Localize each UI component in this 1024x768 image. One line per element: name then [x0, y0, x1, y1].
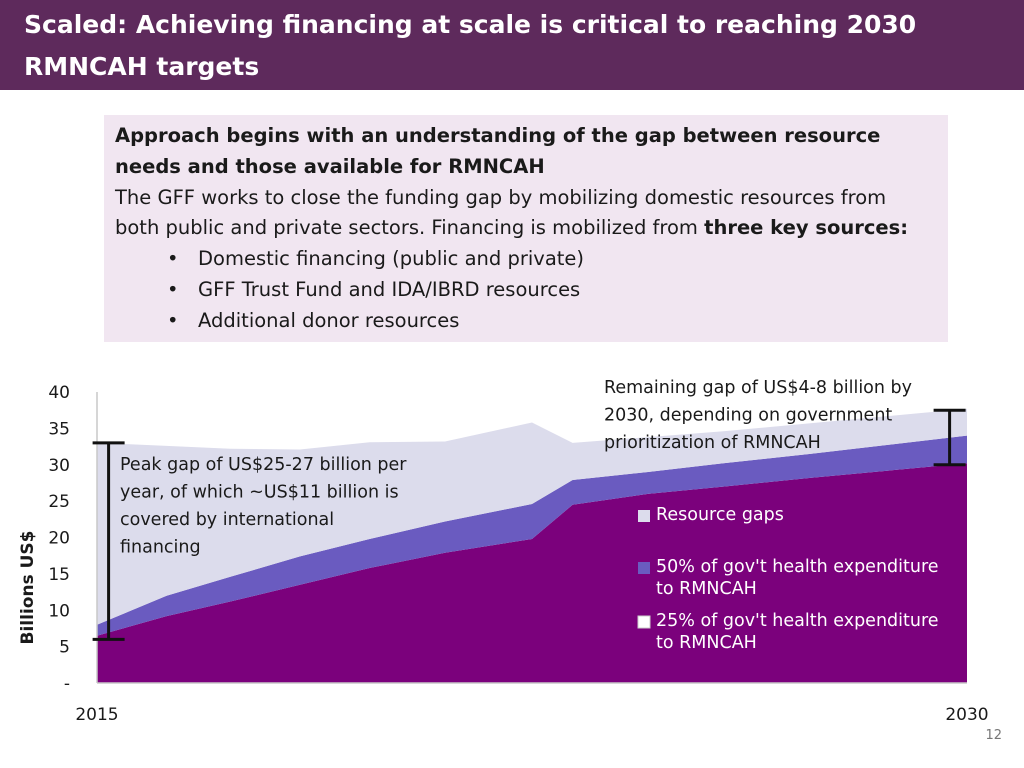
legend-swatch: [638, 562, 650, 574]
source-item-label: GFF Trust Fund and IDA/IBRD resources: [198, 277, 581, 301]
x-tick-label: 2015: [75, 705, 118, 725]
y-tick-label: 20: [48, 529, 70, 549]
source-item: • Domestic financing (public and private): [115, 244, 936, 275]
legend-label: 25% of gov't health expenditure to RMNCAH: [656, 611, 939, 653]
axes-group: - 5 10 15 20 25 30 35 40 2015 2030 Billions US$: [18, 383, 989, 725]
legend-label-line: Resource gaps: [656, 505, 784, 525]
area-series-1: [97, 435, 967, 636]
title-bar: Scaled: Achieving financing at scale is …: [0, 0, 1024, 90]
annotation-line: prioritization of RMNCAH: [604, 433, 821, 453]
funding-gap-chart: - 5 10 15 20 25 30 35 40 2015 2030 Billions US$ Pea…: [18, 378, 989, 725]
annotation-line: Peak gap of US$25-27 billion per: [120, 455, 407, 475]
legend-label: 50% of gov't health expenditure to RMNCAH: [656, 557, 939, 599]
legend-label-line: to RMNCAH: [656, 579, 757, 599]
sources-list: • Domestic financing (public and private)…: [115, 244, 936, 336]
page-number: 12: [985, 728, 1002, 743]
annotation-text: Remaining gap of US$4-8 billion by 2030, …: [604, 378, 912, 453]
annotation-line: year, of which ~US$11 billion is: [120, 483, 399, 503]
legend-label-line: 25% of gov't health expenditure: [656, 611, 939, 631]
y-tick-label: 25: [48, 492, 70, 512]
area-series-group: [97, 408, 967, 683]
approach-box: Approach begins with an understanding of…: [104, 115, 948, 342]
area-series-0: [97, 463, 967, 683]
source-item: • GFF Trust Fund and IDA/IBRD resources: [115, 275, 936, 306]
legend-swatch: [638, 510, 650, 522]
legend-swatch: [637, 615, 651, 629]
y-tick-label: 30: [48, 456, 70, 476]
annotations-group: Peak gap of US$25-27 billion per year, of…: [92, 378, 966, 641]
y-tick-label: 15: [48, 565, 70, 585]
source-item-label: Additional donor resources: [198, 308, 460, 332]
y-tick-label: 35: [48, 419, 70, 439]
x-tick-label: 2030: [945, 705, 988, 725]
source-item: • Additional donor resources: [115, 306, 936, 337]
approach-heading: Approach begins with an understanding of…: [115, 124, 881, 178]
annotation-line: 2030, depending on government: [604, 406, 892, 426]
y-axis-title: Billions US$: [18, 531, 38, 645]
approach-body-text: The GFF works to close the funding gap b…: [115, 185, 887, 240]
area-series-2: [97, 408, 967, 625]
bullet-icon: •: [167, 247, 179, 271]
approach-body: The GFF works to close the funding gap b…: [115, 183, 936, 245]
annotation-line: covered by international: [120, 510, 334, 530]
y-tick-label: 5: [59, 638, 70, 658]
approach-body-bold: three key sources:: [704, 216, 909, 240]
slide-title: Scaled: Achieving financing at scale is …: [24, 10, 917, 81]
legend-label-line: to RMNCAH: [656, 633, 757, 653]
legend-label-line: 50% of gov't health expenditure: [656, 557, 939, 577]
bullet-icon: •: [167, 277, 179, 301]
y-tick-label: -: [64, 674, 70, 694]
legend-label: Resource gaps: [656, 505, 784, 525]
bullet-icon: •: [167, 308, 179, 332]
y-tick-label: 40: [48, 383, 70, 403]
legend: Resource gaps 50% of gov't health expendi…: [637, 505, 939, 653]
source-item-label: Domestic financing (public and private): [198, 247, 585, 271]
annotation-line: financing: [120, 538, 201, 558]
annotation-text: Peak gap of US$25-27 billion per year, of…: [120, 455, 407, 558]
annotation-line: Remaining gap of US$4-8 billion by: [604, 378, 912, 398]
y-tick-label: 10: [48, 601, 70, 621]
